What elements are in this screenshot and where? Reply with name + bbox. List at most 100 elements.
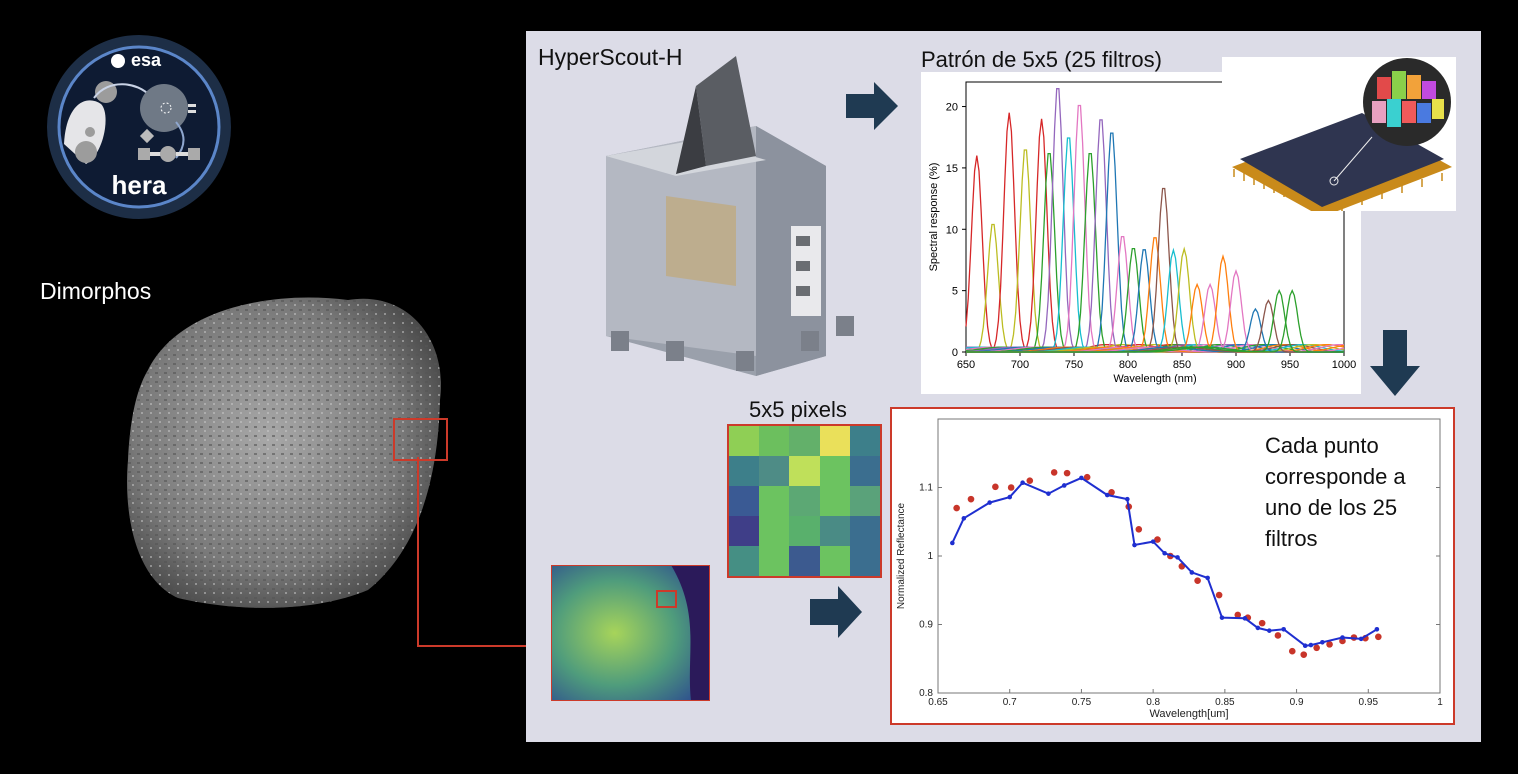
data-point-red xyxy=(1194,577,1201,584)
x-tick-label: 0.7 xyxy=(1003,697,1017,708)
data-point-blue xyxy=(1007,494,1013,500)
pixel-cell xyxy=(789,486,820,516)
note-text: Cada punto corresponde a uno de los 25 f… xyxy=(1265,430,1406,554)
note-line-4: filtros xyxy=(1265,526,1318,551)
data-point-red xyxy=(1007,484,1015,491)
data-point-blue xyxy=(1104,492,1110,498)
y-tick-label: 0.9 xyxy=(919,620,933,631)
pixel-cell xyxy=(759,426,790,456)
data-point-blue xyxy=(1255,625,1261,631)
x-tick-label: 0.8 xyxy=(1146,697,1160,708)
x-tick-label: 800 xyxy=(1119,359,1137,371)
pixel-cell xyxy=(819,426,850,456)
arrow-right-bottom xyxy=(810,586,862,638)
pixel-cell xyxy=(729,456,760,486)
data-point-red xyxy=(1234,611,1242,619)
filter-pattern-title: Patrón de 5x5 (25 filtros) xyxy=(921,47,1162,72)
data-point-blue xyxy=(1267,628,1272,633)
reflectance-chart: 0.65 0.7 0.75 0.8 0.85 0.9 0.95 1 0.8 0.9 1 1.1 Wave… xyxy=(896,418,1443,720)
pixel-cell xyxy=(729,426,760,456)
pixel-grid xyxy=(727,424,882,578)
data-point-blue xyxy=(961,516,967,521)
data-point-red xyxy=(1288,647,1296,655)
x-tick-label: 0.9 xyxy=(1290,697,1304,708)
pixel-cell xyxy=(759,486,790,516)
data-point-blue xyxy=(1219,615,1225,620)
arrow-down-right xyxy=(1370,330,1420,396)
data-point-blue xyxy=(950,540,955,546)
data-point-blue xyxy=(1302,643,1308,649)
data-point-red xyxy=(1026,477,1034,484)
pixel-cell xyxy=(759,516,790,546)
spectral-curve xyxy=(966,289,1344,353)
instrument-title: HyperScout-H xyxy=(538,44,683,70)
x-tick-label: 1000 xyxy=(1332,359,1356,371)
pixel-cell xyxy=(819,516,850,546)
hera-mission-logo: esa hera xyxy=(47,35,231,219)
x-tick-label: 900 xyxy=(1227,359,1245,371)
pixel-cell xyxy=(849,426,880,456)
data-point-red xyxy=(1274,632,1282,639)
y-tick-label: 15 xyxy=(946,163,958,175)
y-tick-label: 0 xyxy=(952,347,958,359)
pixel-cell xyxy=(759,546,790,576)
x-axis-label: Wavelength[um] xyxy=(1149,708,1228,720)
pixels-title: 5x5 pixels xyxy=(749,397,847,422)
pixel-cell xyxy=(729,546,760,576)
data-point-blue xyxy=(1125,496,1130,502)
data-point-blue xyxy=(1358,636,1364,642)
data-point-red xyxy=(1154,536,1161,543)
zoomed-surface-image xyxy=(551,565,710,701)
spectral-response-chart: 650 700 750 800 850 900 950 1000 0 5 10 15 20 Wavelen… xyxy=(921,72,1361,394)
pixel-cell xyxy=(849,516,880,546)
data-point-red xyxy=(1083,473,1091,481)
data-point-blue xyxy=(1340,635,1345,640)
note-line-1: Cada punto xyxy=(1265,433,1379,458)
x-axis-label: Wavelength (nm) xyxy=(1113,373,1196,385)
data-point-blue xyxy=(1150,539,1156,544)
pixel-cell xyxy=(849,486,880,516)
data-point-blue xyxy=(1162,550,1167,556)
selection-box-asteroid xyxy=(393,418,448,461)
data-point-blue xyxy=(1242,616,1248,621)
data-point-red xyxy=(1215,591,1223,599)
data-point-red xyxy=(992,483,999,491)
pixel-cell xyxy=(789,456,820,486)
data-point-red xyxy=(1135,525,1143,533)
y-tick-label: 5 xyxy=(952,286,958,298)
x-tick-label: 950 xyxy=(1281,359,1299,371)
data-point-blue xyxy=(1046,491,1051,496)
scatter-series xyxy=(953,469,1382,658)
data-point-red xyxy=(1063,469,1071,477)
pixel-cell xyxy=(789,516,820,546)
data-point-blue xyxy=(1079,475,1084,481)
data-point-red xyxy=(1339,637,1346,645)
pixel-cell xyxy=(759,456,790,486)
data-point-red xyxy=(967,495,975,503)
data-point-blue xyxy=(1205,575,1210,581)
data-point-blue xyxy=(1374,626,1380,632)
data-point-blue xyxy=(1320,640,1325,645)
x-tick-label: 0.65 xyxy=(928,697,948,708)
arrow-right-top xyxy=(846,82,898,130)
data-point-red xyxy=(1326,641,1333,648)
x-tick-label: 700 xyxy=(1011,359,1029,371)
data-point-blue xyxy=(987,500,992,505)
data-point-red xyxy=(1050,469,1058,476)
x-tick-label: 850 xyxy=(1173,359,1191,371)
note-line-2: corresponde a xyxy=(1265,464,1406,489)
data-point-blue xyxy=(1061,483,1067,488)
pixel-cell xyxy=(849,456,880,486)
pixel-cell xyxy=(849,546,880,576)
y-tick-label: 1.1 xyxy=(919,483,933,494)
x-tick-label: 650 xyxy=(957,359,975,371)
data-point-red xyxy=(1108,488,1115,496)
data-point-blue xyxy=(1020,480,1025,486)
reflectance-chart-frame xyxy=(890,407,1455,725)
esa-wordmark: esa xyxy=(131,50,162,70)
x-tick-label: 0.75 xyxy=(1072,697,1092,708)
pixel-cell xyxy=(819,456,850,486)
x-tick-label: 750 xyxy=(1065,359,1083,371)
asteroid-label: Dimorphos xyxy=(40,278,152,304)
x-tick-label: 0.95 xyxy=(1359,697,1379,708)
